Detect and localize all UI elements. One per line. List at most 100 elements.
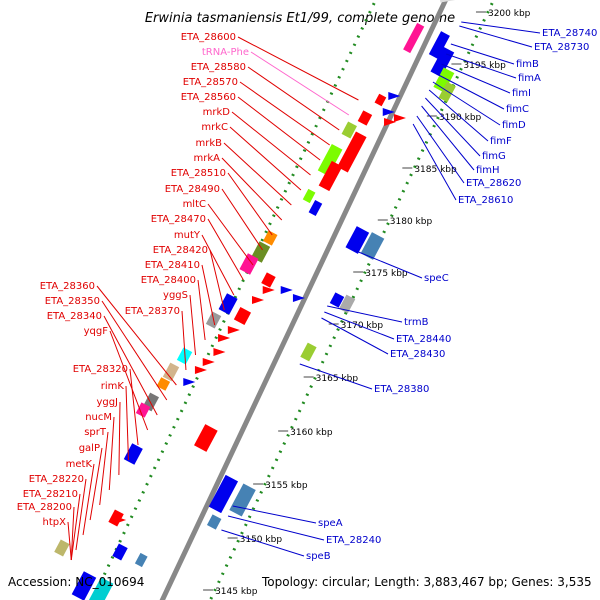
right-gene-label: speC — [424, 273, 449, 284]
gene-arrow-4 — [280, 286, 293, 294]
right-gene-label: ETA_28380 — [374, 384, 429, 395]
gene-block-8 — [337, 131, 367, 173]
gene-block-1 — [428, 31, 450, 59]
topology-text: Topology: circular; Length: 3,883,467 bp… — [261, 575, 592, 589]
left-leader-line — [231, 111, 311, 176]
left-gene-label: ETA_28340 — [47, 311, 102, 322]
left-gene-label: mrkB — [195, 138, 222, 149]
right-gene-label: ETA_28610 — [458, 195, 513, 206]
right-leader-line — [425, 97, 481, 157]
gene-block-7 — [341, 121, 357, 139]
right-gene-label: fimB — [516, 59, 539, 70]
left-leader-line — [75, 478, 87, 551]
gene-block-3 — [433, 67, 455, 93]
gene-block-17 — [360, 232, 385, 260]
left-leader-line — [129, 368, 139, 446]
right-leader-line — [416, 115, 465, 184]
right-leader-line — [327, 305, 403, 323]
right-gene-label: fimG — [482, 151, 506, 162]
left-gene-label: yggJ — [96, 397, 118, 408]
map-title: Erwinia tasmaniensis Et1/99, complete ge… — [145, 11, 455, 26]
right-leader-line — [221, 529, 305, 557]
left-gene-label: mltC — [183, 199, 206, 210]
left-leader-line — [237, 36, 359, 101]
gene-block-6 — [357, 110, 373, 126]
left-gene-label: yqgF — [84, 326, 109, 337]
left-leader-line — [221, 188, 264, 251]
right-gene-label: ETA_28740 — [542, 28, 597, 39]
right-gene-label: fimI — [512, 88, 531, 99]
left-gene-label: ETA_28600 — [181, 32, 236, 43]
tick-label: 3170 kbp — [341, 321, 384, 331]
left-gene-label: ETA_28210 — [23, 489, 78, 500]
gene-labels: ETA_28600 tRNA-Phe ETA_28580 ETA_28570 ETA_2… — [17, 28, 598, 562]
left-gene-label: sprT — [84, 427, 107, 438]
right-leader-line — [428, 89, 489, 142]
gene-arrow-9 — [183, 378, 196, 386]
right-gene-label: speB — [306, 551, 331, 562]
tick-label: 3145 kbp — [215, 587, 258, 597]
tick-label: 3195 kbp — [463, 61, 506, 71]
tick-label: 3160 kbp — [290, 428, 333, 438]
right-leader-line — [421, 105, 475, 171]
right-gene-label: ETA_28620 — [466, 178, 521, 189]
left-leader-line — [82, 463, 95, 536]
left-gene-label: ETA_28370 — [125, 306, 180, 317]
right-leader-line — [412, 123, 457, 201]
gene-arrow-3 — [388, 92, 401, 100]
left-leader-line — [209, 249, 225, 311]
gene-block-24 — [300, 342, 317, 362]
tick-label: 3185 kbp — [414, 165, 457, 175]
tick-label: 3155 kbp — [265, 481, 308, 491]
left-leader-line — [70, 506, 75, 561]
left-gene-label: yggS — [163, 290, 188, 301]
left-gene-label: ETA_28470 — [151, 214, 206, 225]
right-gene-label: trmB — [404, 317, 429, 328]
gene-block-19 — [218, 293, 238, 315]
label-leader-lines — [67, 21, 541, 561]
backbone-line — [159, 0, 449, 600]
left-leader-line — [201, 264, 216, 326]
gene-block-14 — [251, 241, 271, 263]
gene-block-23 — [329, 292, 345, 308]
left-gene-label: ETA_28350 — [45, 296, 100, 307]
gene-arrow-0 — [393, 114, 406, 122]
gene-block-38 — [134, 552, 148, 568]
left-leader-line — [99, 431, 109, 506]
left-gene-label: ETA_28420 — [153, 245, 208, 256]
gene-block-16 — [345, 226, 370, 254]
left-leader-line — [207, 218, 244, 281]
right-leader-line — [432, 81, 501, 126]
gene-block-21 — [233, 307, 252, 325]
genome-backbone — [159, 0, 456, 600]
gene-arrow-10 — [262, 286, 275, 294]
right-leader-line — [459, 25, 533, 48]
left-gene-label: ETA_28320 — [73, 364, 128, 375]
tick-label: 3175 kbp — [365, 269, 408, 279]
gene-block-9 — [317, 143, 343, 177]
left-gene-label: ETA_28410 — [145, 260, 200, 271]
left-leader-line — [247, 66, 340, 131]
left-gene-label: metK — [66, 459, 93, 470]
gene-block-12 — [308, 199, 323, 217]
left-gene-label: htpX — [43, 517, 67, 528]
left-gene-label: mrkD — [203, 107, 231, 118]
left-leader-line — [207, 203, 254, 266]
gene-block-36 — [54, 539, 70, 557]
gene-block-33 — [229, 483, 256, 517]
right-gene-label: fimA — [518, 73, 541, 84]
kbp-ticks: 3200 kbp 3195 kbp 3190 kbp 3185 kbp 3180 kbp… — [203, 9, 531, 597]
gene-block-0 — [403, 22, 425, 54]
left-gene-label: mutY — [174, 230, 201, 241]
gene-block-37 — [112, 543, 128, 561]
left-gene-label: tRNA-Phe — [202, 47, 249, 58]
gene-block-22 — [338, 294, 356, 314]
gene-arrow-7 — [202, 358, 215, 366]
left-gene-label: ETA_28220 — [29, 474, 84, 485]
gene-block-11 — [302, 188, 316, 204]
right-leader-line — [321, 317, 389, 355]
right-leader-line — [324, 311, 395, 340]
right-gene-label: ETA_28440 — [396, 334, 451, 345]
gene-arrow-12 — [227, 326, 240, 334]
